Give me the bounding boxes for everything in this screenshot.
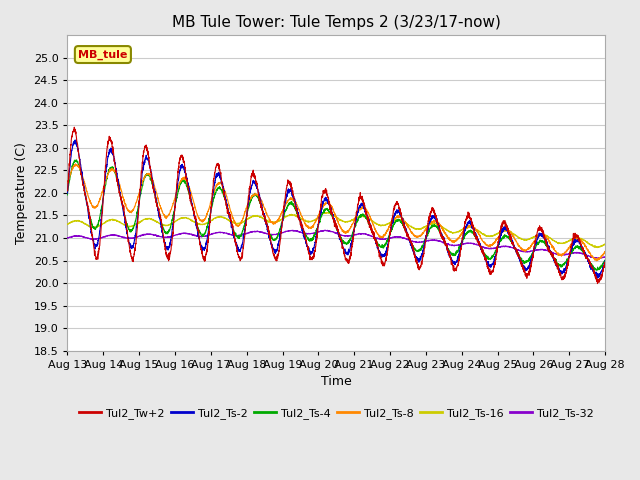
- Y-axis label: Temperature (C): Temperature (C): [15, 142, 28, 244]
- Legend: Tul2_Tw+2, Tul2_Ts-2, Tul2_Ts-4, Tul2_Ts-8, Tul2_Ts-16, Tul2_Ts-32: Tul2_Tw+2, Tul2_Ts-2, Tul2_Ts-4, Tul2_Ts…: [75, 404, 598, 423]
- Text: MB_tule: MB_tule: [78, 49, 127, 60]
- Title: MB Tule Tower: Tule Temps 2 (3/23/17-now): MB Tule Tower: Tule Temps 2 (3/23/17-now…: [172, 15, 500, 30]
- X-axis label: Time: Time: [321, 375, 352, 388]
